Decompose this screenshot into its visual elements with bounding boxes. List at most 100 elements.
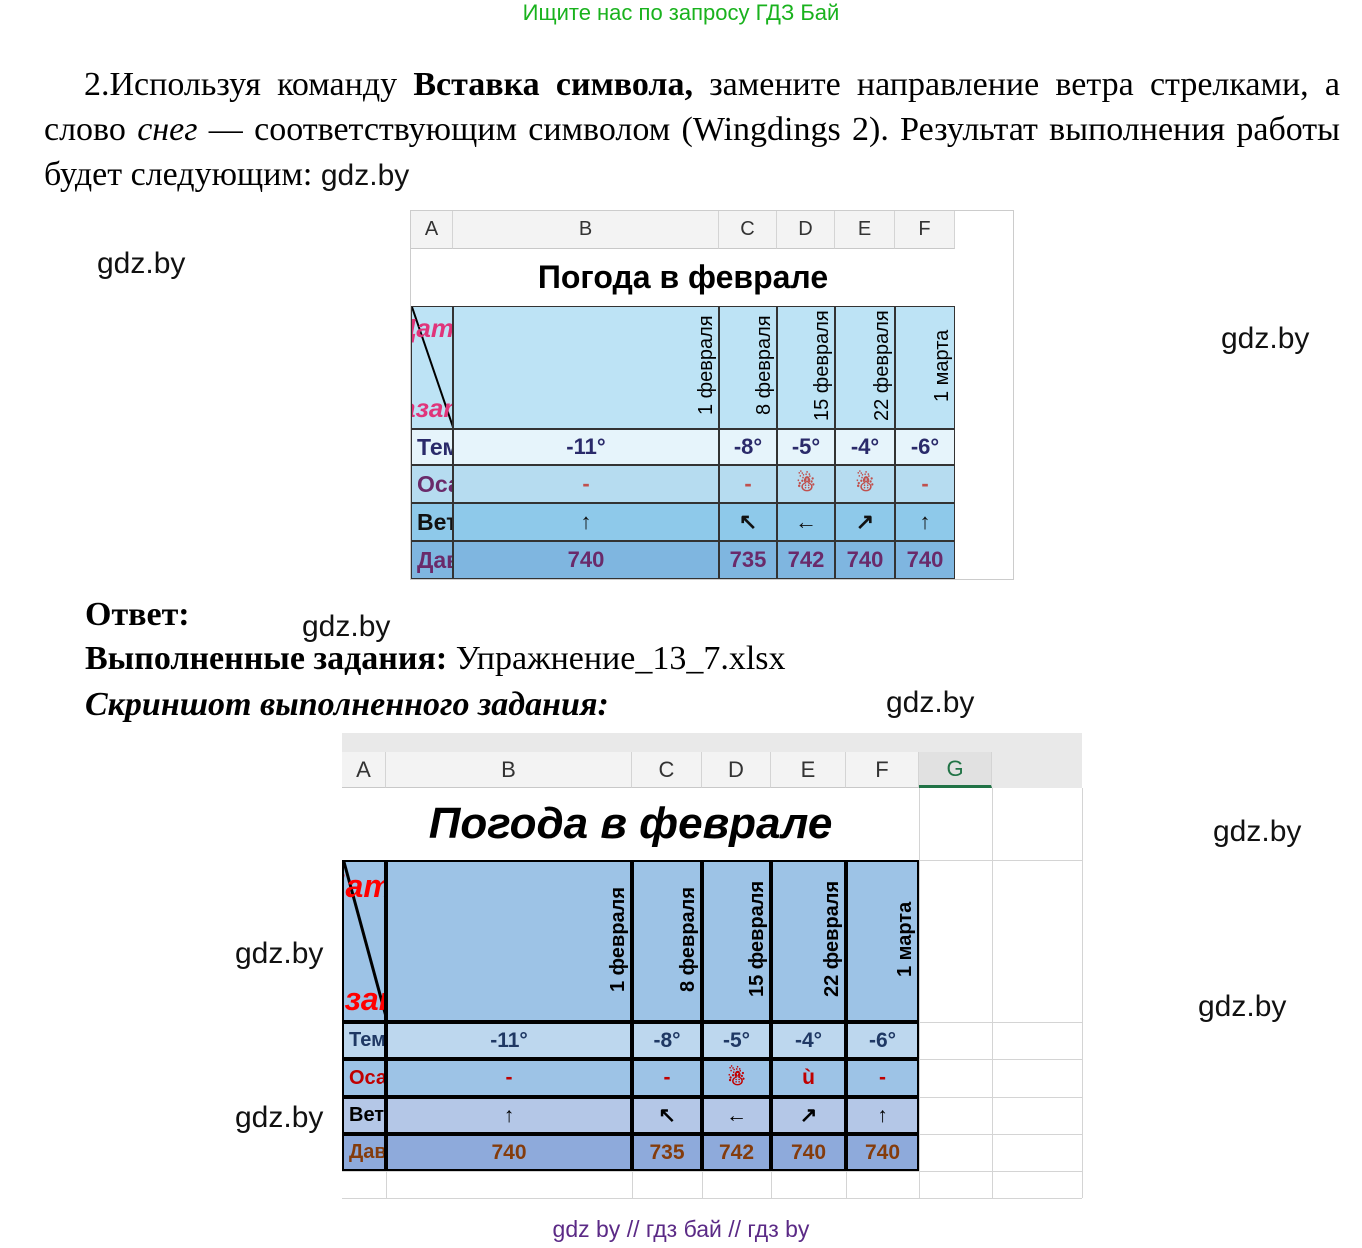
value-cell: ↑: [895, 503, 955, 541]
value-cell: 740: [895, 541, 955, 579]
watermark: gdz.by: [1213, 815, 1302, 848]
title-cell: Погода в феврале: [411, 249, 955, 306]
row-label: Осадки: [411, 465, 453, 503]
value-cell: -4°: [835, 429, 895, 465]
value-cell: -6°: [846, 1022, 919, 1059]
value-cell: ←: [777, 503, 835, 541]
corner-top-label: Дата: [412, 313, 453, 343]
date-header: 1 марта: [895, 306, 955, 429]
value-cell: 740: [846, 1134, 919, 1171]
column-header[interactable]: F: [846, 752, 919, 788]
value-cell: 742: [702, 1134, 771, 1171]
row-label: Давление, мм рт. ст.: [411, 541, 453, 579]
date-header: 15 февраля: [702, 860, 771, 1022]
value-cell: -: [632, 1059, 702, 1097]
value-cell: ↑: [846, 1097, 919, 1134]
value-cell: -5°: [702, 1022, 771, 1059]
value-cell: ☃: [835, 465, 895, 503]
row-label: Температура, °С: [342, 1022, 386, 1059]
gridline: [342, 1171, 1082, 1172]
row-label: Ветер: [342, 1097, 386, 1134]
watermark: gdz.by: [235, 937, 324, 970]
gridline: [919, 788, 920, 1198]
value-cell: ↗: [835, 503, 895, 541]
column-header[interactable]: D: [777, 211, 835, 249]
column-header[interactable]: B: [386, 752, 632, 788]
gridline: [342, 1198, 1082, 1199]
row-label: Температура,°С: [411, 429, 453, 465]
gridline: [992, 788, 993, 1198]
value-cell: ↖: [719, 503, 777, 541]
corner-bottom-label: Показатели: [412, 393, 452, 423]
date-header: 22 февраля: [771, 860, 846, 1022]
footer: gdz by // гдз бай // гдз by: [552, 1216, 810, 1242]
value-cell: -4°: [771, 1022, 846, 1059]
value-cell: -5°: [777, 429, 835, 465]
row-label: Давление, мм рт. ст.: [342, 1134, 386, 1171]
column-header[interactable]: C: [719, 211, 777, 249]
value-cell: -8°: [632, 1022, 702, 1059]
diagonal-line: [344, 862, 384, 1015]
watermark: gdz.by: [1221, 322, 1310, 355]
corner-bottom-label: Показатели: [344, 981, 384, 1017]
date-header: 22 февраля: [835, 306, 895, 429]
value-cell: 740: [835, 541, 895, 579]
date-header: 1 марта: [846, 860, 919, 1022]
column-header[interactable]: B: [453, 211, 719, 249]
value-cell: ↖: [632, 1097, 702, 1134]
column-header[interactable]: F: [895, 211, 955, 249]
column-header[interactable]: C: [632, 752, 702, 788]
column-header[interactable]: G: [919, 752, 992, 788]
date-header: 1 февраля: [453, 306, 719, 429]
search-hint: Ищите нас по запросу ГДЗ Бай: [522, 0, 840, 25]
value-cell: -: [846, 1059, 919, 1097]
value-cell: -11°: [453, 429, 719, 465]
date-header: 8 февраля: [719, 306, 777, 429]
done-tasks: Выполненные задания: Упражнение_13_7.xls…: [85, 640, 786, 677]
value-cell: 742: [777, 541, 835, 579]
date-header: 8 февраля: [632, 860, 702, 1022]
value-cell: 740: [386, 1134, 632, 1171]
screenshot-label: Скриншот выполненного задания:: [85, 686, 609, 723]
watermark: gdz.by: [235, 1101, 324, 1134]
row-label: Осадки: [342, 1059, 386, 1097]
value-cell: -6°: [895, 429, 955, 465]
column-header[interactable]: E: [771, 752, 846, 788]
row-label: Ветер: [411, 503, 453, 541]
corner-top-label: Дата: [344, 868, 384, 904]
column-header[interactable]: E: [835, 211, 895, 249]
spreadsheet-example: ABCDEF123456Погода в февралеДатаПоказате…: [410, 210, 1014, 580]
corner-header-cell: Дата Показатели: [342, 860, 386, 1022]
value-cell: 735: [632, 1134, 702, 1171]
value-cell: ↑: [453, 503, 719, 541]
value-cell: ↑: [386, 1097, 632, 1134]
diagonal-line: [412, 307, 452, 428]
value-cell: ←: [702, 1097, 771, 1134]
watermark: gdz.by: [302, 610, 391, 643]
value-cell: -: [719, 465, 777, 503]
value-cell: 740: [453, 541, 719, 579]
watermark: gdz.by: [1198, 990, 1287, 1023]
date-header: 15 февраля: [777, 306, 835, 429]
value-cell: 735: [719, 541, 777, 579]
value-cell: ☃: [777, 465, 835, 503]
column-header[interactable]: D: [702, 752, 771, 788]
value-cell: -: [895, 465, 955, 503]
date-header: 1 февраля: [386, 860, 632, 1022]
value-cell: ☃: [702, 1059, 771, 1097]
corner-header-cell: Дата Показатели: [411, 306, 453, 429]
value-cell: 740: [771, 1134, 846, 1171]
value-cell: -: [386, 1059, 632, 1097]
column-header[interactable]: A: [411, 211, 453, 249]
value-cell: -: [453, 465, 719, 503]
column-header[interactable]: A: [342, 752, 386, 788]
value-cell: -8°: [719, 429, 777, 465]
spreadsheet-screenshot: ABCDEFG1234567Погода в февралеДатаПоказа…: [342, 733, 1083, 1199]
task-text: 2.Используя команду Вставка символа, зам…: [44, 66, 1341, 193]
watermark: gdz.by: [886, 686, 975, 719]
gridline: [1082, 788, 1083, 1198]
answer-label: Ответ:: [85, 596, 190, 633]
value-cell: ↗: [771, 1097, 846, 1134]
value-cell: -11°: [386, 1022, 632, 1059]
title-cell: Погода в феврале: [342, 788, 919, 860]
